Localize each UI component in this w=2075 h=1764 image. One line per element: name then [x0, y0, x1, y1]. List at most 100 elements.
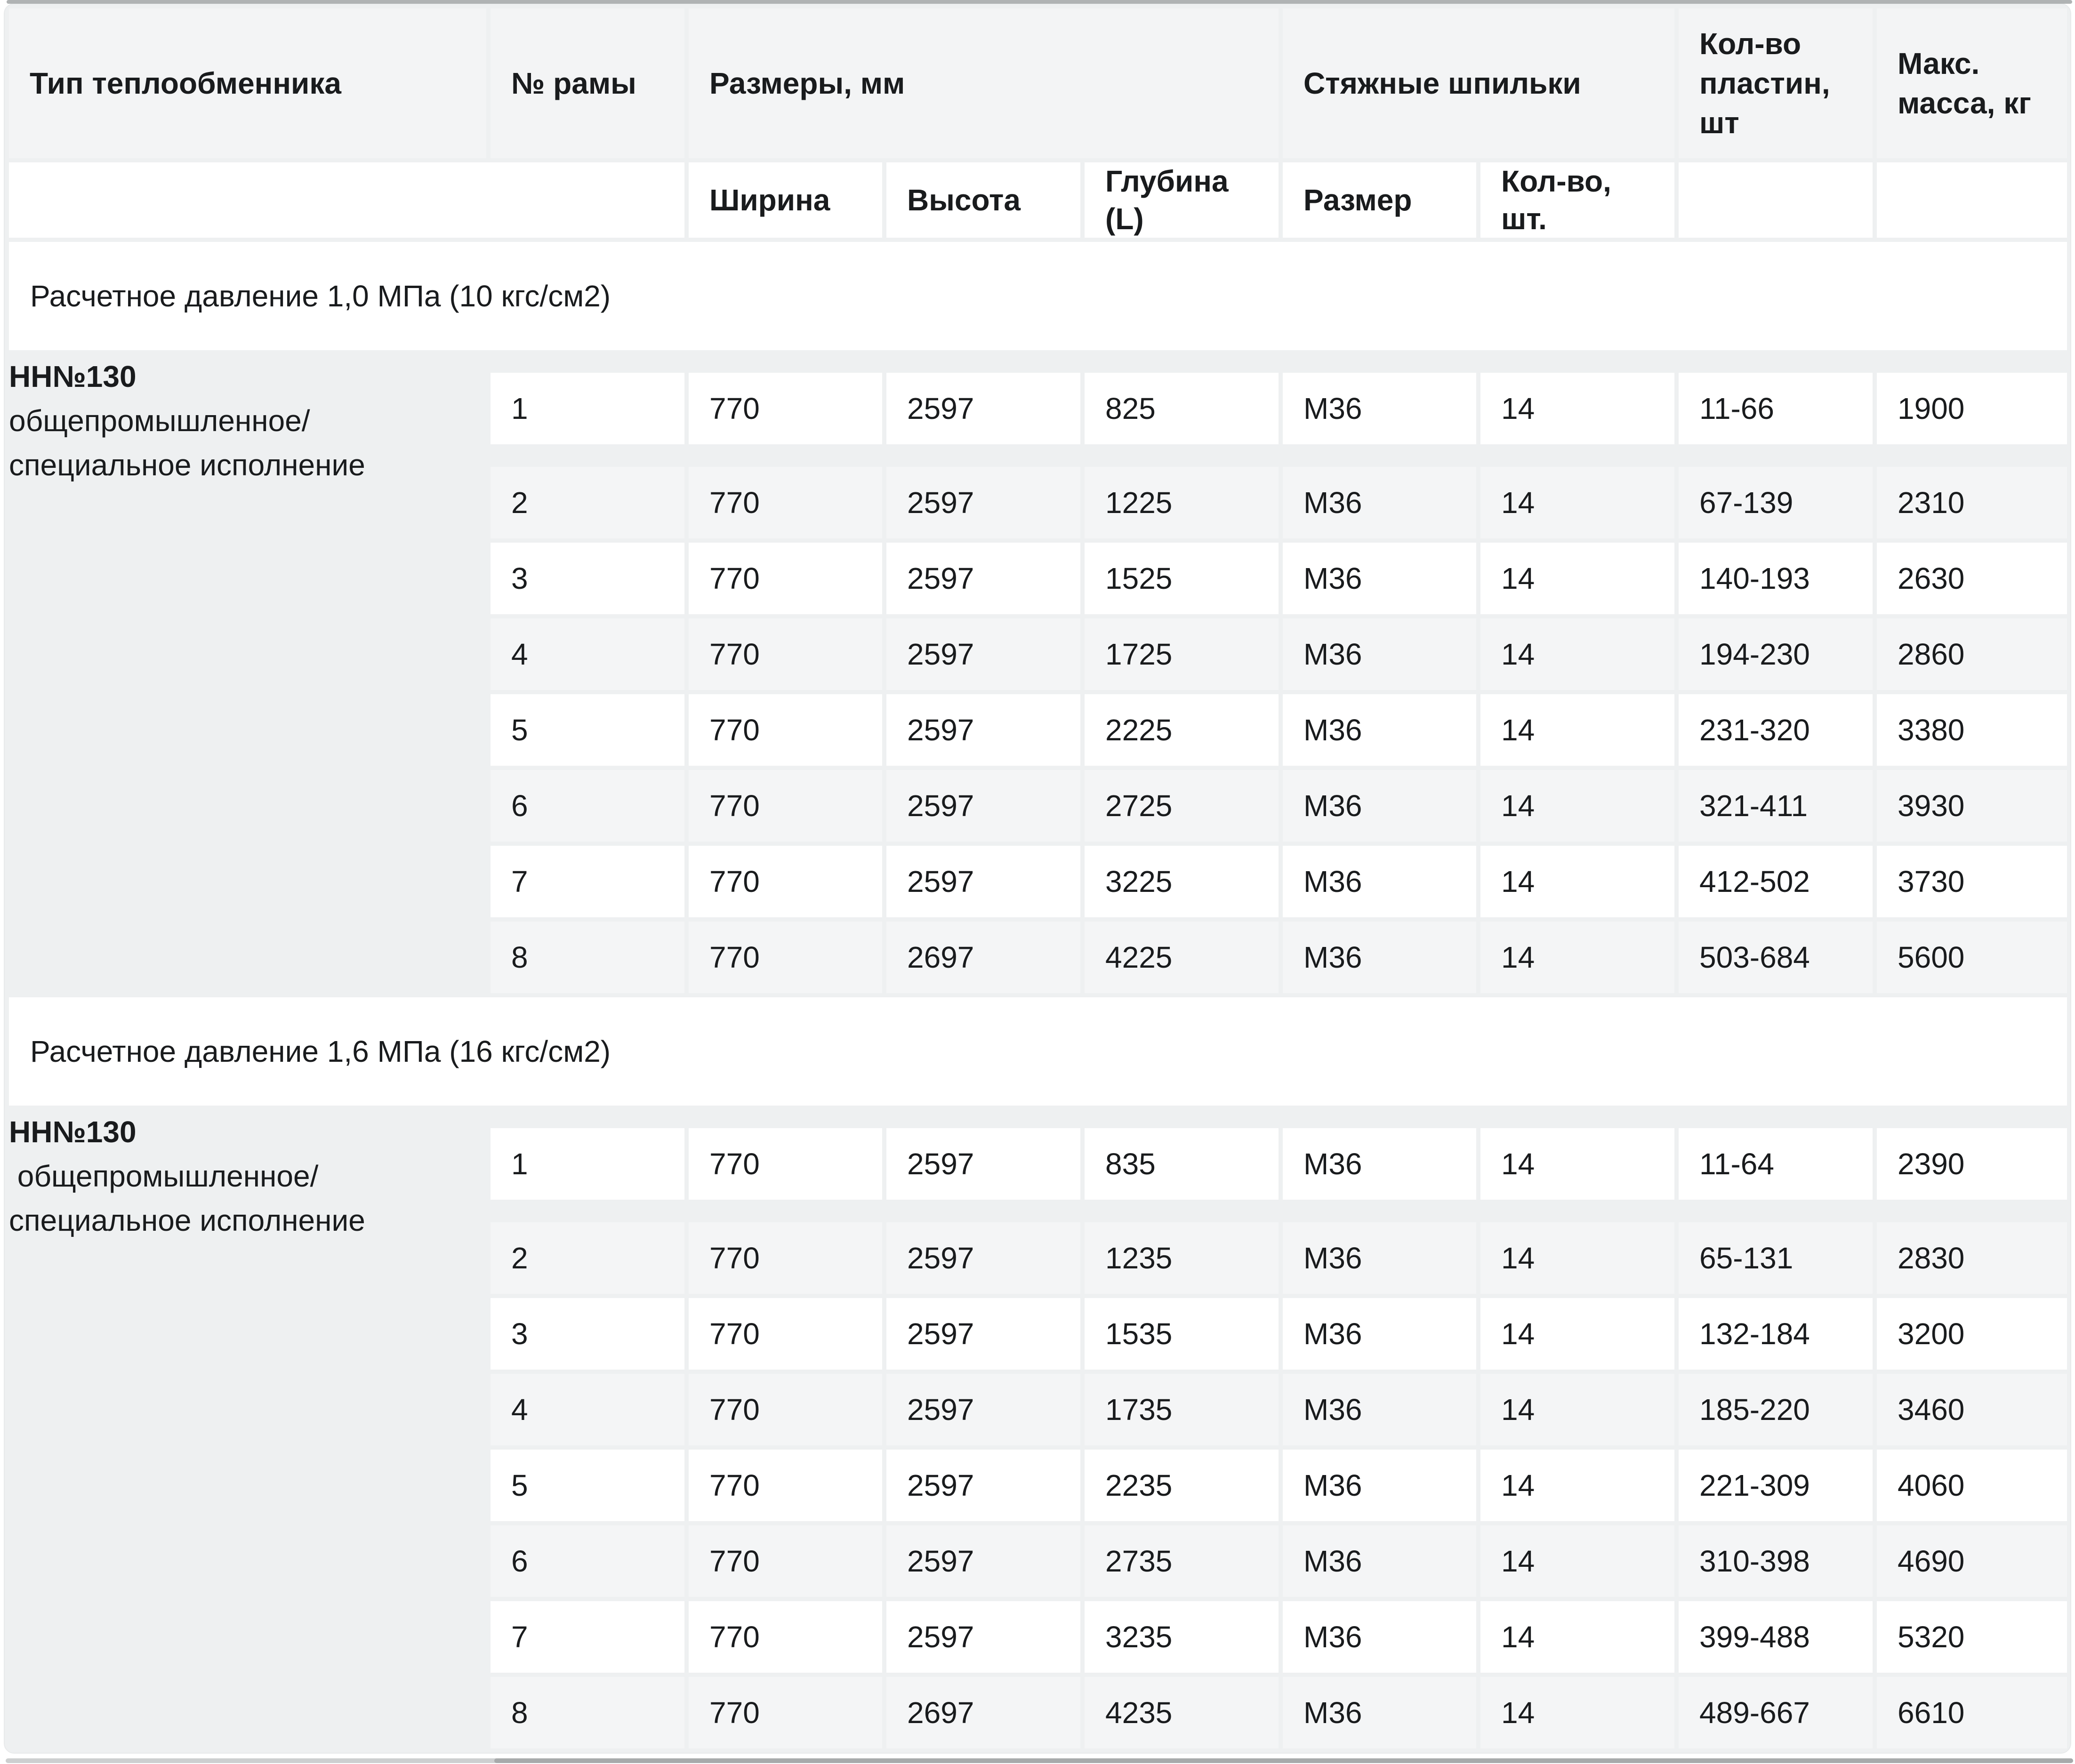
cell-max-mass: 2390 [1877, 1128, 2067, 1200]
cell-stud-size: М36 [1283, 1450, 1476, 1521]
cell-depth: 1535 [1085, 1298, 1279, 1370]
cell-depth: 4235 [1085, 1677, 1279, 1748]
cell-plates-range: 231-320 [1679, 694, 1873, 766]
cell-frame-number: 3 [491, 1298, 684, 1370]
cell-height: 2597 [886, 1450, 1080, 1521]
cell-max-mass: 3200 [1877, 1298, 2067, 1370]
col-header-tie-studs: Стяжные шпильки [1283, 8, 1674, 158]
top-scrollbar[interactable] [7, 0, 2072, 4]
cell-plates-range: 310-398 [1679, 1525, 1873, 1597]
cell-stud-qty: 14 [1480, 543, 1674, 614]
cell-plates-range: 11-64 [1679, 1128, 1873, 1200]
subcol-header-height: Высота [886, 162, 1080, 238]
cell-max-mass: 2310 [1877, 467, 2067, 538]
cell-frame-number: 1 [491, 1128, 684, 1200]
cell-stud-size: М36 [1283, 543, 1476, 614]
cell-plates-range: 489-667 [1679, 1677, 1873, 1748]
cell-height: 2597 [886, 1298, 1080, 1370]
section-row: Расчетное давление 1,6 МПа (16 кгс/см2) [9, 997, 2067, 1106]
horizontal-scrollbar-thumb[interactable] [494, 1758, 2073, 1763]
table-row: 8 770 2697 4225 М36 14 503-684 5600 [9, 922, 2067, 993]
col-header-max-mass: Макс. масса, кг [1877, 8, 2067, 158]
cell-frame-number: 4 [491, 1374, 684, 1445]
subcol-header-stud-qty: Кол-во, шт. [1480, 162, 1674, 238]
cell-stud-size: М36 [1283, 1222, 1476, 1294]
cell-plates-range: 399-488 [1679, 1601, 1873, 1673]
cell-height: 2597 [886, 1128, 1080, 1200]
cell-stud-size: М36 [1283, 922, 1476, 993]
cell-max-mass: 3730 [1877, 846, 2067, 917]
exchanger-description: общепромышленное/ специальное исполнение [9, 1159, 365, 1237]
cell-height: 2597 [886, 1374, 1080, 1445]
cell-stud-size: М36 [1283, 1677, 1476, 1748]
cell-plates-range: 65-131 [1679, 1222, 1873, 1294]
cell-stud-size: М36 [1283, 373, 1476, 444]
cell-width: 770 [689, 373, 882, 444]
cell-frame-number: 3 [491, 543, 684, 614]
cell-max-mass: 2830 [1877, 1222, 2067, 1294]
cell-depth: 1225 [1085, 467, 1279, 538]
cell-depth: 2735 [1085, 1525, 1279, 1597]
cell-height: 2597 [886, 1601, 1080, 1673]
cell-height: 2597 [886, 846, 1080, 917]
cell-stud-qty: 14 [1480, 1222, 1674, 1294]
cell-max-mass: 5320 [1877, 1601, 2067, 1673]
section-title: Расчетное давление 1,6 МПа (16 кгс/см2) [9, 997, 2067, 1106]
cell-frame-number: 2 [491, 1222, 684, 1294]
cell-frame-number: 6 [491, 1525, 684, 1597]
table-body: Ширина Высота Глубина (L) Размер Кол-во,… [9, 162, 2067, 1748]
cell-stud-qty: 14 [1480, 770, 1674, 842]
cell-max-mass: 3930 [1877, 770, 2067, 842]
cell-depth: 1235 [1085, 1222, 1279, 1294]
cell-plates-range: 321-411 [1679, 770, 1873, 842]
table-row: 5 770 2597 2235 М36 14 221-309 4060 [9, 1450, 2067, 1521]
cell-width: 770 [689, 846, 882, 917]
cell-stud-qty: 14 [1480, 467, 1674, 538]
cell-max-mass: 2630 [1877, 543, 2067, 614]
cell-width: 770 [689, 1450, 882, 1521]
exchanger-model: НН№130 [9, 360, 137, 393]
cell-stud-qty: 14 [1480, 1374, 1674, 1445]
cell-depth: 3225 [1085, 846, 1279, 917]
cell-depth: 2235 [1085, 1450, 1279, 1521]
cell-stud-size: М36 [1283, 467, 1476, 538]
cell-depth: 2225 [1085, 694, 1279, 766]
cell-max-mass: 3460 [1877, 1374, 2067, 1445]
cell-depth: 2725 [1085, 770, 1279, 842]
cell-depth: 825 [1085, 373, 1279, 444]
cell-width: 770 [689, 543, 882, 614]
subcol-header-width: Ширина [689, 162, 882, 238]
cell-stud-size: М36 [1283, 1128, 1476, 1200]
cell-height: 2697 [886, 1677, 1080, 1748]
exchanger-type-cell: НН№130 общепромышленное/ специальное испо… [9, 354, 486, 993]
spacer-filler [491, 354, 2067, 369]
cell-stud-size: М36 [1283, 618, 1476, 690]
table-row: 6 770 2597 2735 М36 14 310-398 4690 [9, 1525, 2067, 1597]
table-row: 4 770 2597 1735 М36 14 185-220 3460 [9, 1374, 2067, 1445]
spec-table: Тип теплообменника № рамы Размеры, мм Ст… [5, 4, 2070, 1753]
cell-height: 2597 [886, 770, 1080, 842]
cell-max-mass: 3380 [1877, 694, 2067, 766]
cell-depth: 1735 [1085, 1374, 1279, 1445]
cell-width: 770 [689, 1374, 882, 1445]
subheader-row: Ширина Высота Глубина (L) Размер Кол-во,… [9, 162, 2067, 238]
cell-stud-qty: 14 [1480, 373, 1674, 444]
cell-plates-range: 185-220 [1679, 1374, 1873, 1445]
spacer-filler [491, 1110, 2067, 1124]
cell-plates-range: 221-309 [1679, 1450, 1873, 1521]
table-row: 6 770 2597 2725 М36 14 321-411 3930 [9, 770, 2067, 842]
cell-max-mass: 6610 [1877, 1677, 2067, 1748]
table-row: 8 770 2697 4235 М36 14 489-667 6610 [9, 1677, 2067, 1748]
table-row: 5 770 2597 2225 М36 14 231-320 3380 [9, 694, 2067, 766]
cell-stud-qty: 14 [1480, 1128, 1674, 1200]
cell-stud-qty: 14 [1480, 1601, 1674, 1673]
cell-height: 2597 [886, 694, 1080, 766]
cell-stud-qty: 14 [1480, 1450, 1674, 1521]
cell-depth: 1725 [1085, 618, 1279, 690]
section-row: Расчетное давление 1,0 МПа (10 кгс/см2) [9, 242, 2067, 350]
cell-stud-size: М36 [1283, 770, 1476, 842]
cell-width: 770 [689, 1601, 882, 1673]
table-row: 2 770 2597 1235 М36 14 65-131 2830 [9, 1222, 2067, 1294]
cell-frame-number: 8 [491, 922, 684, 993]
cell-frame-number: 7 [491, 846, 684, 917]
